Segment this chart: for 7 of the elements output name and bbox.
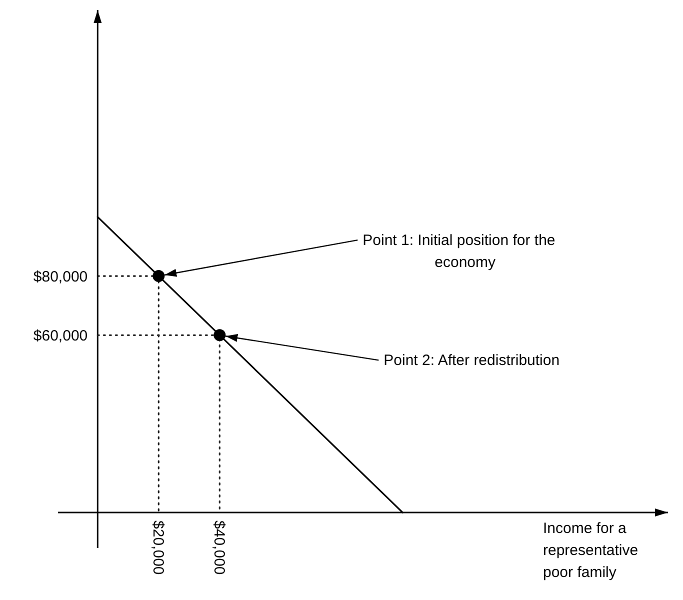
y-tick-label: $60,000 [33,327,88,344]
annotation: Point 2: After redistribution [384,352,560,370]
annotation: Point 1: Initial position for the economy [362,232,556,272]
x-tick-label: $40,000 [210,520,228,575]
y-tick-label: $80,000 [33,268,88,286]
x-tick-label: $20,000 [149,520,166,575]
x-axis-title: Income for a representative poor family [543,520,638,581]
